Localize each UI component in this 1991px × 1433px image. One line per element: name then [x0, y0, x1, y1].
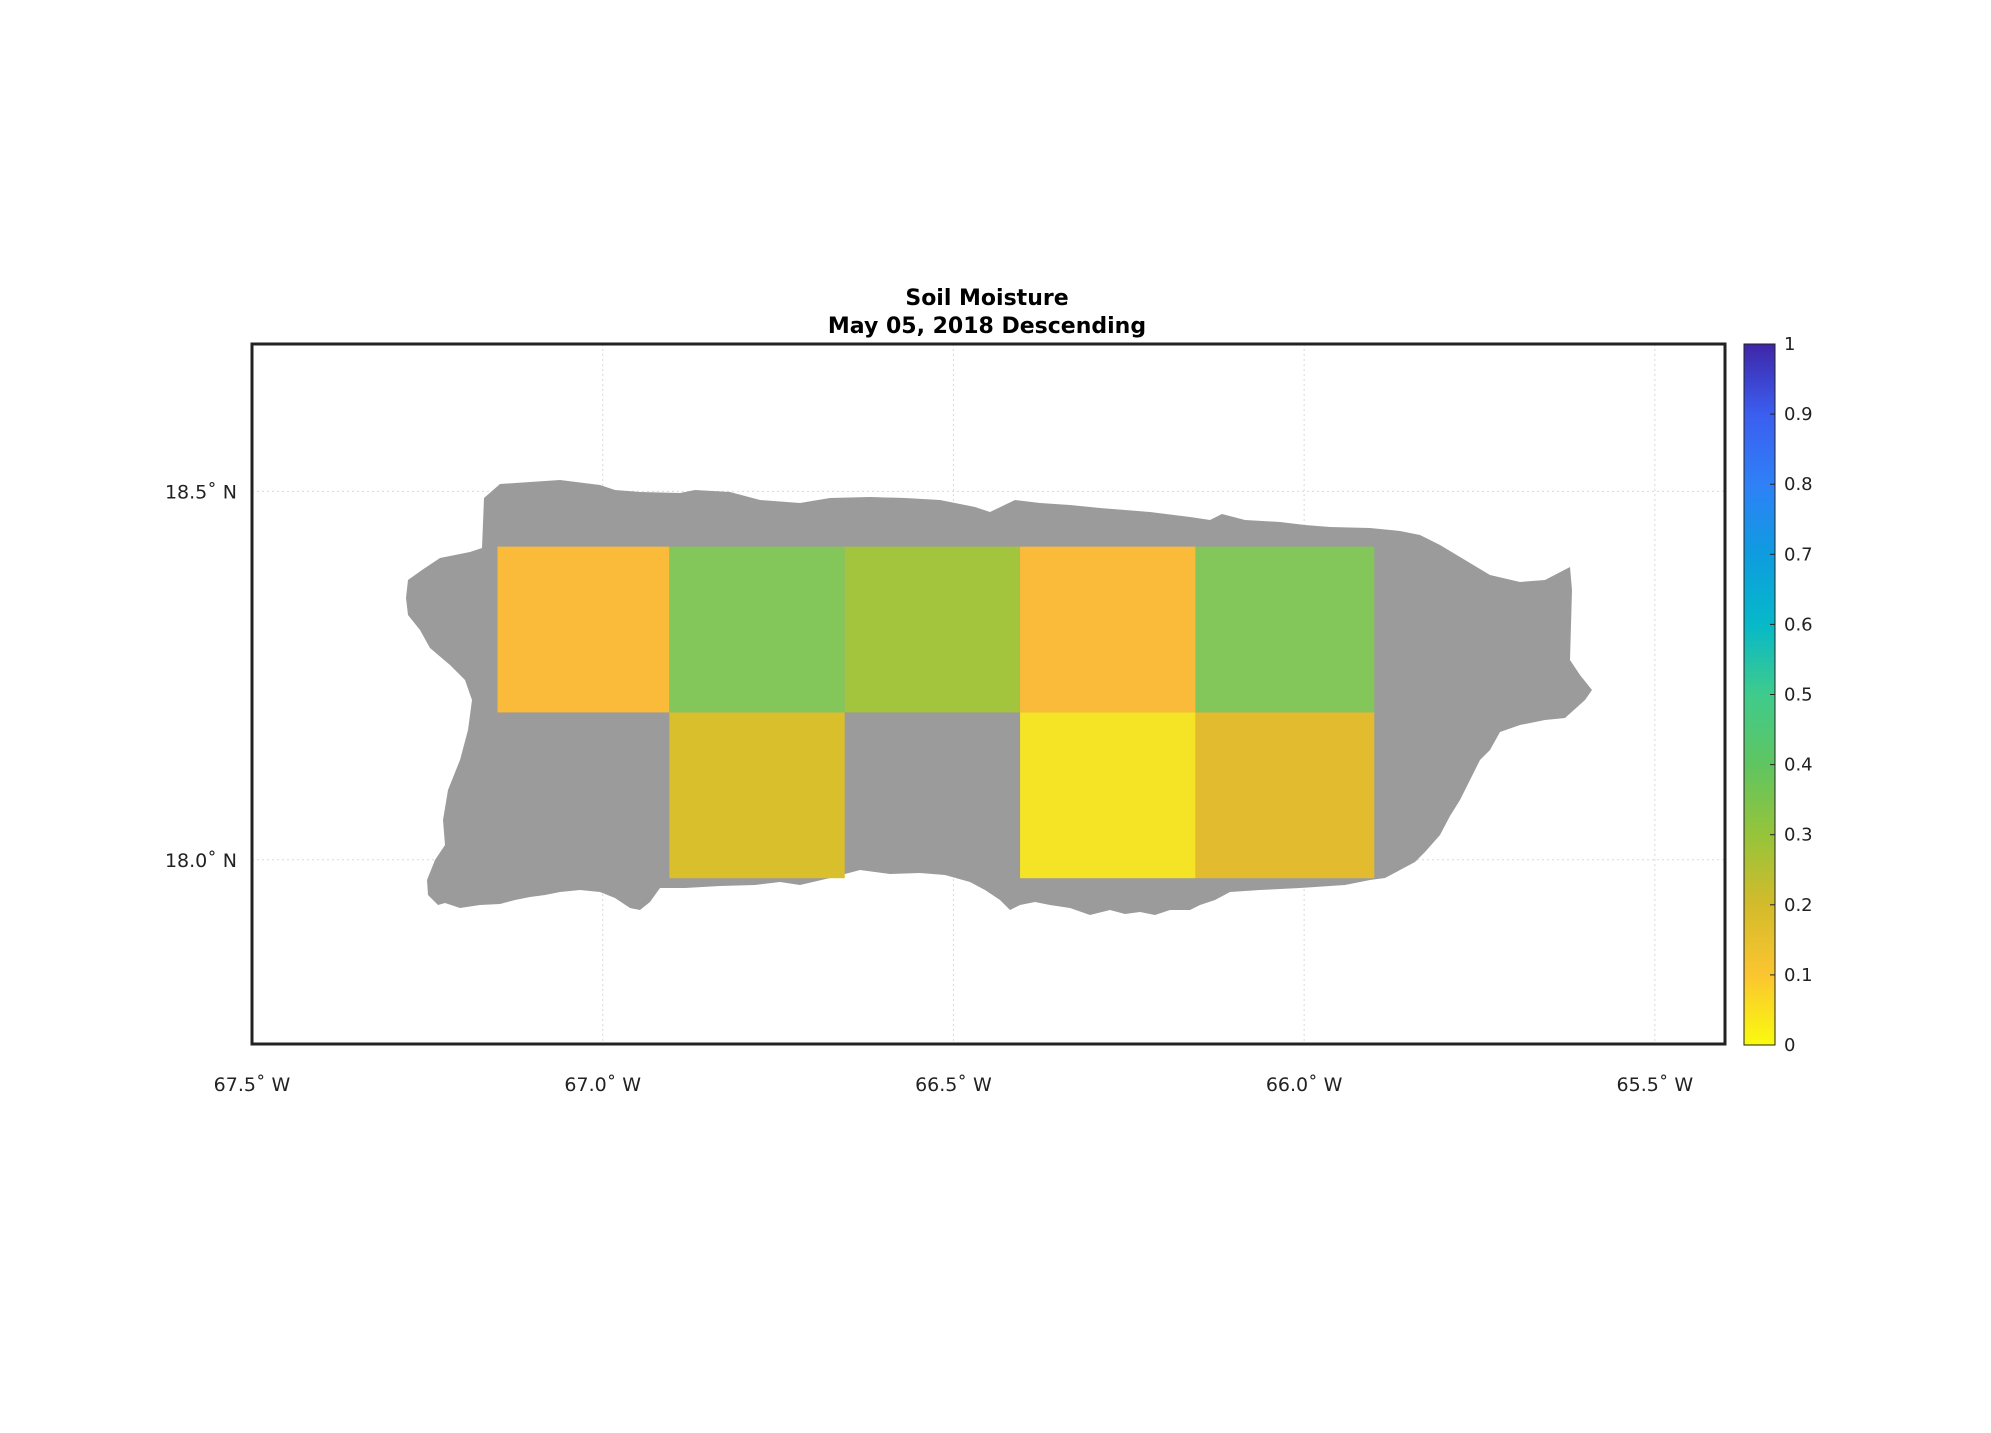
soil-moisture-cell-1 — [497, 546, 670, 713]
map-frame — [250, 342, 1727, 1046]
latitude-tick-label: 18.0˚ N — [165, 850, 237, 872]
colorbar-ticks: 0 0.1 0.2 0.3 0.4 0.5 0.6 0.7 0.8 0.9 1 — [1770, 334, 1813, 1056]
soil-moisture-cell-4 — [1020, 546, 1196, 713]
longitude-tick-label: 67.0˚ W — [564, 1074, 641, 1096]
soil-moisture-cell-5 — [1195, 546, 1375, 713]
soil-moisture-cell-2 — [669, 546, 845, 713]
colorbar-tick-label: 1 — [1784, 334, 1795, 355]
colorbar-tick-label: 0.1 — [1784, 965, 1813, 986]
soil-moisture-cell-7 — [1020, 712, 1196, 879]
latitude-ticks: 18.5˚ N 18.0˚ N — [165, 481, 237, 871]
colorbar: 0 0.1 0.2 0.3 0.4 0.5 0.6 0.7 0.8 0.9 1 — [1743, 334, 1813, 1056]
colorbar-tick-label: 0.6 — [1784, 614, 1813, 635]
latitude-tick-label: 18.5˚ N — [165, 481, 237, 503]
colorbar-tick-label: 0.4 — [1784, 755, 1813, 776]
longitude-tick-label: 67.5˚ W — [214, 1074, 291, 1096]
soil-moisture-cell-3 — [844, 546, 1021, 713]
soil-moisture-cell-8 — [1195, 712, 1375, 879]
colorbar-tick-label: 0 — [1784, 1035, 1795, 1056]
colorbar-tick-label: 0.9 — [1784, 404, 1813, 425]
colorbar-tick-label: 0.8 — [1784, 474, 1813, 495]
colorbar-tick-label: 0.5 — [1784, 685, 1813, 706]
soil-moisture-cell-6 — [669, 712, 845, 879]
longitude-tick-label: 66.0˚ W — [1266, 1074, 1343, 1096]
map-axes: 67.5˚ W 67.0˚ W 66.5˚ W 66.0˚ W 65.5˚ W 18.5… — [165, 342, 1727, 1096]
colorbar-tick-label: 0.2 — [1784, 895, 1813, 916]
soil-moisture-cells — [497, 546, 1375, 879]
longitude-ticks: 67.5˚ W 67.0˚ W 66.5˚ W 66.0˚ W 65.5˚ W — [214, 1074, 1694, 1096]
map-title-line-1: Soil Moisture — [905, 286, 1068, 311]
colorbar-gradient — [1743, 343, 1776, 1046]
longitude-tick-label: 65.5˚ W — [1617, 1074, 1694, 1096]
map-title-line-2: May 05, 2018 Descending — [828, 314, 1146, 339]
colorbar-tick-label: 0.3 — [1784, 825, 1813, 846]
longitude-tick-label: 66.5˚ W — [915, 1074, 992, 1096]
colorbar-tick-label: 0.7 — [1784, 544, 1813, 565]
